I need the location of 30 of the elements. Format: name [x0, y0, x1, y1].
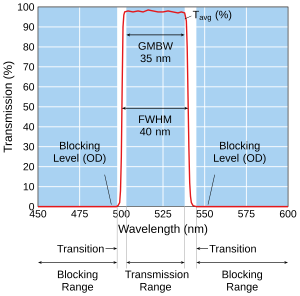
text: Blocking Range: [58, 270, 98, 293]
y-tick-label: 90: [23, 23, 34, 31]
x-tick-label: 550: [196, 210, 213, 218]
annotation: T$_{avg}$ (%): [192, 10, 232, 22]
y-tick-label: 10: [24, 182, 34, 190]
annotation: GMBW 35 nm: [138, 42, 173, 62]
y-tick-label: 50: [23, 103, 34, 110]
x-tick-label: 575: [238, 210, 255, 218]
y-tick-label: 60: [23, 83, 34, 90]
x-axis-title: Wavelength (nm): [118, 224, 208, 236]
y-tick-label: 30: [23, 143, 34, 150]
annotation: Blocking Level (OD): [54, 141, 106, 164]
y-tick-label: 20: [23, 163, 34, 170]
x-tick-label: 525: [154, 210, 172, 218]
y-tick-label: 70: [23, 63, 34, 71]
y-tick-label: 40: [23, 123, 34, 130]
text: Transmission Range: [125, 270, 188, 293]
x-tick-label: 475: [71, 210, 88, 218]
text: Transition: [209, 244, 256, 253]
annotation: FWHM 40 nm: [139, 115, 172, 136]
text: Blocking Range: [222, 270, 262, 293]
y-axis-title: Transmission (%): [3, 62, 14, 152]
x-tick-label: 500: [113, 210, 130, 218]
y-tick-label: 0: [29, 202, 34, 210]
x-tick-label: 450: [30, 210, 46, 218]
y-tick-label: 100: [18, 3, 34, 11]
text: Transition: [57, 244, 104, 253]
annotation: Blocking Level (OD): [214, 141, 266, 164]
x-tick-label: 600: [280, 210, 296, 218]
y-tick-label: 80: [23, 43, 34, 51]
